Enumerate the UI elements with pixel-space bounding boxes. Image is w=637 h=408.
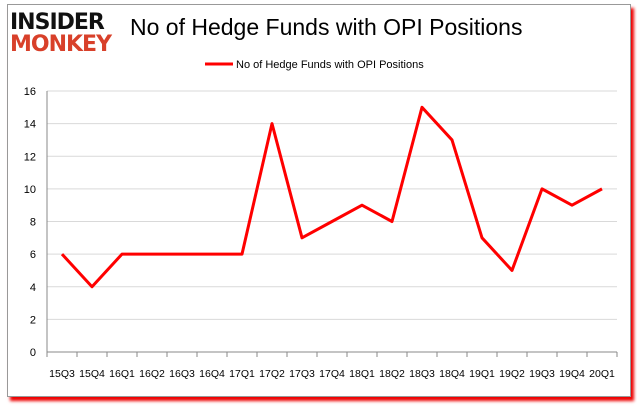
y-tick-label: 0 — [30, 347, 36, 359]
x-tick-label: 16Q1 — [109, 368, 135, 380]
x-tick-label: 19Q2 — [499, 368, 525, 380]
y-tick-label: 16 — [24, 86, 36, 98]
chart-frame — [7, 4, 631, 397]
y-tick-label: 6 — [30, 249, 36, 261]
y-tick-label: 4 — [30, 282, 36, 294]
x-tick-label: 19Q3 — [529, 368, 555, 380]
insider-monkey-logo: INSIDER MONKEY — [10, 10, 112, 57]
x-tick-label: 16Q4 — [199, 368, 225, 380]
legend-label: No of Hedge Funds with OPI Positions — [236, 59, 424, 71]
x-tick-label: 19Q1 — [469, 368, 495, 380]
x-tick-label: 18Q4 — [439, 368, 465, 380]
x-tick-label: 17Q2 — [259, 368, 285, 380]
x-tick-label: 17Q4 — [319, 368, 345, 380]
y-tick-label: 12 — [24, 151, 36, 163]
x-tick-label: 15Q3 — [49, 368, 75, 380]
y-tick-label: 8 — [30, 217, 36, 229]
x-tick-label: 16Q3 — [169, 368, 195, 380]
chart-title: No of Hedge Funds with OPI Positions — [130, 14, 523, 40]
x-tick-label: 19Q4 — [559, 368, 585, 380]
x-tick-label: 15Q4 — [79, 368, 105, 380]
x-tick-label: 17Q3 — [289, 368, 315, 380]
series-line — [60, 105, 603, 289]
logo-line2: MONKEY — [10, 32, 112, 57]
x-tick-label: 18Q1 — [349, 368, 375, 380]
x-tick-label: 18Q3 — [409, 368, 435, 380]
x-tick-label: 16Q2 — [139, 368, 165, 380]
y-tick-label: 14 — [24, 119, 36, 131]
x-tick-label: 17Q1 — [229, 368, 255, 380]
y-tick-label: 2 — [30, 314, 36, 326]
y-tick-label: 10 — [24, 184, 36, 196]
x-tick-label: 18Q2 — [379, 368, 405, 380]
logo-line1: INSIDER — [10, 10, 105, 35]
x-tick-label: 20Q1 — [589, 368, 615, 380]
